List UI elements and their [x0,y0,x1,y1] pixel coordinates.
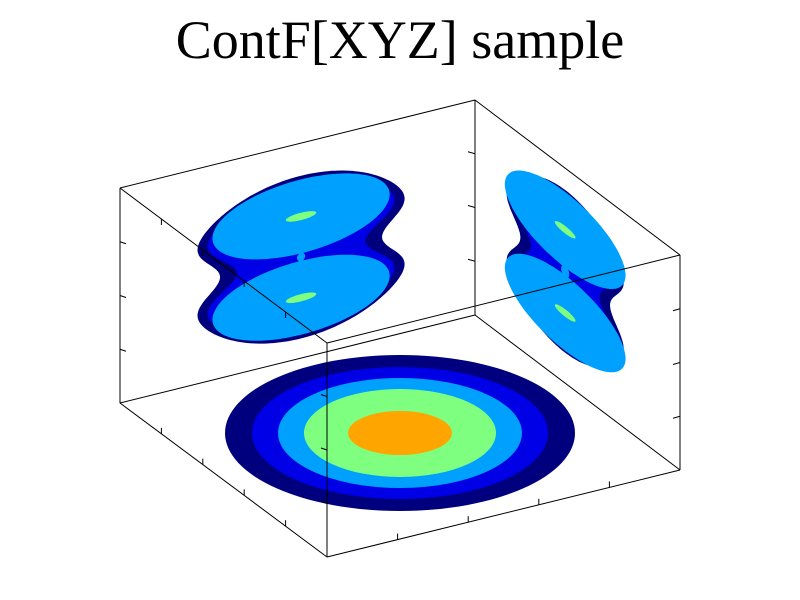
back-wall-peak-2 [285,292,317,303]
right-edge-tick-2 [672,362,681,365]
chart-title: ContF[XYZ] sample [175,10,625,70]
box-edge-gh [326,469,681,558]
back-wall-peak-1 [285,211,317,222]
bounding-box [119,99,681,558]
contour-fills [197,170,626,511]
left-edge-tick-2 [119,295,127,298]
box-edge-ef [119,314,476,404]
left-edge-tick-3 [119,348,127,352]
back-edge-tick-3 [467,258,476,262]
right-wall-peak-2 [554,304,576,322]
box-edge-ab [119,99,476,189]
front-edge-tick-1 [320,394,328,397]
floor-contour-5 [348,411,452,455]
axis-ticks [119,151,681,540]
box-edge-da [119,187,328,344]
right-wall-peak-1 [554,221,576,239]
right-edge-tick-1 [672,308,681,312]
front-edge-tick-3 [320,501,328,504]
box-edge-cd [326,254,681,344]
right-edge-tick-3 [672,415,681,419]
box-edge-bc [474,99,681,256]
box-edge-fg [474,314,681,471]
front-edge-tick-2 [320,447,328,451]
back-edge-tick-2 [467,205,476,208]
left-edge-tick-1 [119,241,127,245]
back-edge-tick-1 [467,151,476,155]
box-edge-he [119,402,328,558]
